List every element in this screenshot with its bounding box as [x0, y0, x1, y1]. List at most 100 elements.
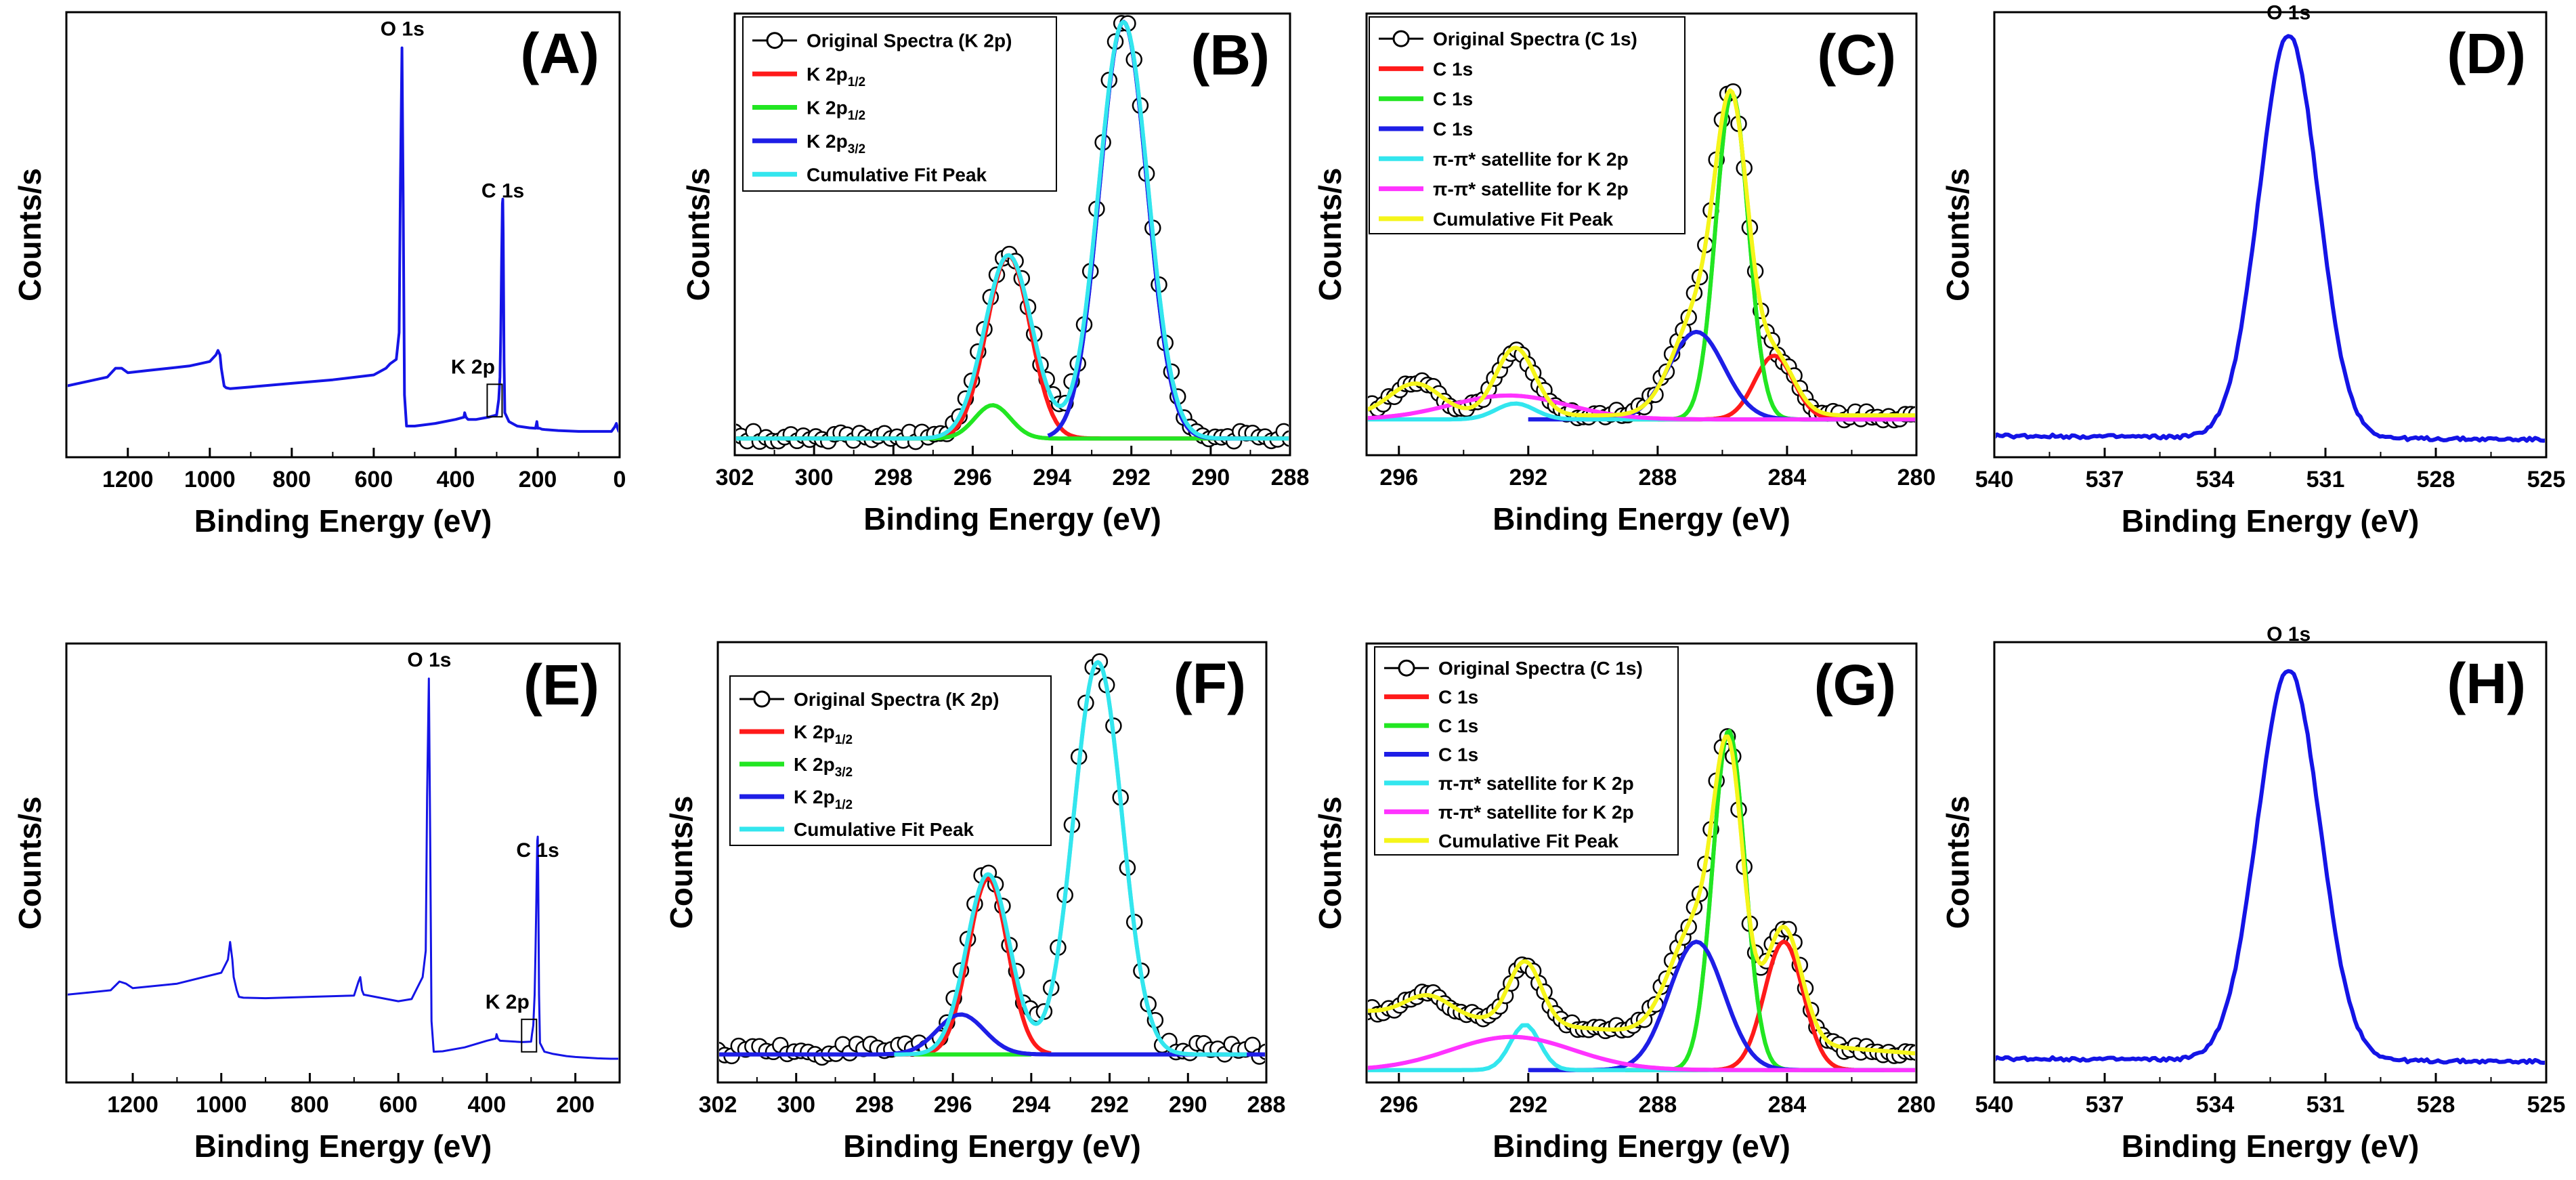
x-axis-label: Binding Energy (eV)	[2122, 503, 2420, 539]
x-tick-label: 284	[1768, 465, 1807, 490]
y-axis-label: Counts/s	[1940, 168, 1975, 301]
x-tick-label: 294	[1033, 465, 1071, 490]
peak-annotation: O 1s	[2267, 2, 2311, 24]
legend-box	[1374, 646, 1679, 856]
x-tick-label: 540	[1975, 467, 2014, 492]
panel-label: (A)	[520, 22, 599, 85]
legend-label: Cumulative Fit Peak	[794, 819, 974, 840]
x-tick-label: 200	[519, 467, 557, 492]
x-axis-label: Binding Energy (eV)	[2122, 1129, 2420, 1164]
legend-marker	[1398, 659, 1415, 677]
legend-label: C 1s	[1438, 687, 1478, 708]
y-axis-label: Counts/s	[12, 797, 47, 930]
x-axis-label: Binding Energy (eV)	[863, 501, 1161, 536]
panel-label: (C)	[1817, 23, 1896, 87]
legend-label: Original Spectra (C 1s)	[1433, 28, 1637, 49]
x-tick-label: 537	[2086, 1092, 2124, 1118]
x-tick-label: 280	[1897, 465, 1936, 490]
x-tick-label: 292	[1509, 1092, 1547, 1118]
x-tick-label: 400	[468, 1092, 507, 1118]
legend-label: Cumulative Fit Peak	[1433, 209, 1614, 230]
x-tick-label: 292	[1090, 1092, 1129, 1118]
panel-g: 296 292 288 284 280 Binding Energy (eV) Counts…	[1312, 642, 1936, 1164]
legend-label: Original Spectra (C 1s)	[1438, 658, 1643, 679]
x-tick-label: 290	[1169, 1092, 1207, 1118]
series-line	[736, 253, 1289, 441]
panel-label: (B)	[1190, 23, 1270, 87]
plot-frame	[65, 642, 621, 1084]
x-axis-label: Binding Energy (eV)	[1493, 1129, 1790, 1164]
legend-subscript: 1/2	[848, 75, 865, 89]
x-tick-label: 294	[1012, 1092, 1050, 1118]
panel-label: (D)	[2447, 22, 2526, 85]
legend-label: Cumulative Fit Peak	[1438, 830, 1619, 851]
legend-marker	[766, 32, 783, 49]
fit-line	[719, 1012, 1265, 1057]
series-line	[68, 46, 618, 433]
legend: Original Spectra (C 1s) C 1s C 1s C 1s π-π* …	[1374, 646, 1679, 856]
y-axis-label: Counts/s	[1312, 797, 1348, 930]
panel-e: 1200 1000 800 600 400 200 Binding Energy (eV) C…	[12, 642, 621, 1164]
plot-frame	[65, 11, 621, 459]
x-tick-label: 298	[874, 465, 913, 490]
y-axis-label: Counts/s	[664, 796, 699, 929]
legend-box	[729, 675, 1052, 846]
panel-label: (E)	[523, 653, 599, 717]
x-tick-label: 1000	[196, 1092, 247, 1118]
plot-frame	[1365, 12, 1918, 457]
peak-annotation: O 1s	[381, 18, 425, 41]
x-tick-label: 528	[2417, 1092, 2455, 1118]
legend: Original Spectra (K 2p)K 2p1/2K 2p3/2K 2…	[729, 675, 1052, 846]
panel-f: 302 300 298 296 294 292 290 288 Binding Energy (…	[664, 641, 1285, 1164]
peak-annotation: C 1s	[481, 180, 524, 203]
x-tick-label: 1200	[102, 467, 154, 492]
fit-line	[1368, 88, 1915, 418]
x-tick-label: 540	[1975, 1092, 2014, 1118]
x-tick-label: 537	[2086, 467, 2124, 492]
x-tick-label: 600	[355, 467, 393, 492]
legend-subscript: 3/2	[835, 765, 853, 780]
x-axis-label: Binding Energy (eV)	[194, 503, 492, 539]
x-axis-label: Binding Energy (eV)	[1493, 501, 1790, 536]
series-line	[1996, 34, 2545, 443]
panel-b: 302 300 298 296 294 292 290 288 Binding Energy (…	[681, 12, 1310, 536]
x-tick-label: 296	[1379, 1092, 1418, 1118]
x-tick-label: 400	[437, 467, 475, 492]
panel-d: 540 537 534 531 528 525 Binding Energy (eV) Cou…	[1940, 2, 2565, 539]
legend-label: π-π* satellite for K 2p	[1438, 801, 1634, 822]
legend-label: Original Spectra (K 2p)	[807, 30, 1012, 51]
x-tick-label: 525	[2527, 1092, 2566, 1118]
x-axis-label: Binding Energy (eV)	[194, 1129, 492, 1164]
x-tick-label: 296	[953, 465, 992, 490]
panel-c: 296 292 288 284 280 Binding Energy (eV) Counts…	[1312, 12, 1936, 536]
x-tick-label: 298	[855, 1092, 894, 1118]
fit-line	[1368, 393, 1915, 422]
x-tick-label: 288	[1271, 465, 1310, 490]
peak-annotation: O 1s	[407, 649, 451, 671]
legend-label: π-π* satellite for K 2p	[1438, 773, 1634, 794]
legend-marker	[1392, 30, 1410, 47]
fit-line	[736, 20, 1289, 441]
x-tick-label: 288	[1639, 1092, 1677, 1118]
x-tick-label: 296	[1379, 465, 1418, 490]
x-tick-label: 525	[2527, 467, 2566, 492]
legend-marker	[753, 690, 771, 708]
legend-subscript: 1/2	[848, 109, 865, 123]
x-tick-label: 292	[1509, 465, 1547, 490]
peak-annotation: K 2p	[486, 991, 530, 1013]
legend-label: π-π* satellite for K 2p	[1433, 148, 1629, 169]
fit-line	[894, 660, 1247, 1057]
zoom-box	[486, 383, 503, 418]
legend-subscript: 3/2	[848, 142, 865, 156]
legend-label: C 1s	[1438, 715, 1478, 736]
legend-label: π-π* satellite for K 2p	[1433, 179, 1629, 200]
peak-annotation: K 2p	[451, 356, 495, 378]
y-axis-label: Counts/s	[681, 168, 716, 301]
panel-h: 540 537 534 531 528 525 Binding Energy (eV) Cou…	[1940, 623, 2565, 1164]
panel-a: 1200 1000 800 600 400 200 0 Binding Energy (eV)…	[12, 11, 626, 539]
x-tick-label: 1200	[107, 1092, 158, 1118]
x-tick-label: 280	[1897, 1092, 1936, 1118]
x-tick-label: 0	[614, 467, 626, 492]
legend-label: Cumulative Fit Peak	[807, 164, 987, 185]
